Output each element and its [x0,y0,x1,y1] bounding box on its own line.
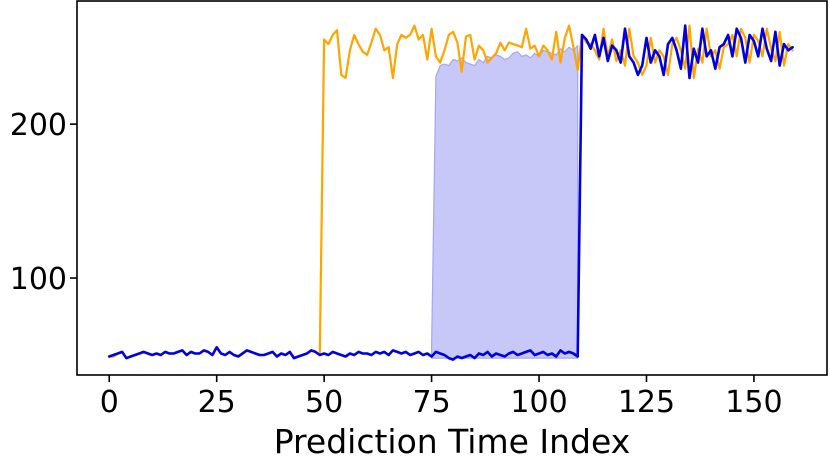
x-axis: 0 25 50 75 100 125 150 [100,375,783,420]
x-tick-label: 150 [725,385,782,420]
plot-layer [107,24,794,361]
x-tick-label: 75 [412,385,450,420]
x-tick-label: 50 [305,385,343,420]
x-tick-label: 125 [618,385,675,420]
plot-frame [76,0,828,376]
y-tick-label: 200 [10,108,67,143]
x-tick-label: 0 [100,385,119,420]
y-axis: 100 200 [10,108,77,297]
predicted-series-line [107,24,794,361]
confidence-band [431,44,579,359]
x-tick-label: 100 [510,385,567,420]
y-tick-label: 100 [10,262,67,297]
x-axis-label: Prediction Time Index [274,422,631,461]
x-tick-label: 25 [198,385,236,420]
